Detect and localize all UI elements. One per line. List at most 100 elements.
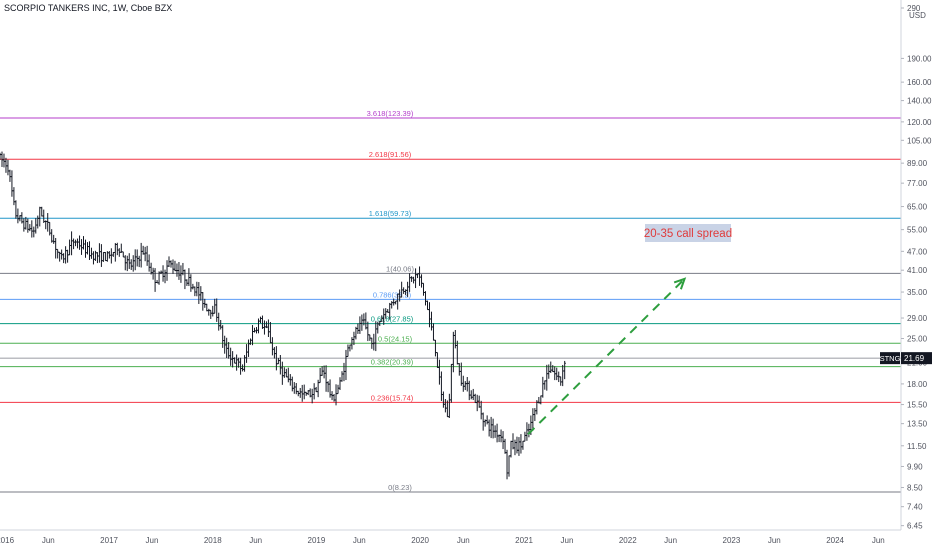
ohlc-bar [340, 371, 344, 382]
x-tick-label: 2021 [515, 536, 533, 545]
ohlc-bar [96, 252, 99, 264]
ohlc-bar [525, 422, 529, 441]
chart-title: SCORPIO TANKERS INC, 1W, Cboe BZX [4, 3, 173, 13]
x-tick-label: Jun [457, 536, 470, 545]
annotation-group[interactable]: 20-35 call spread [644, 224, 732, 242]
ohlc-bar [132, 255, 135, 272]
x-tick-label: Jun [146, 536, 159, 545]
ohlc-bar [462, 375, 465, 392]
ohlc-bar [505, 449, 509, 480]
ohlc-bar [322, 365, 326, 379]
y-tick-label: 190.00 [907, 54, 932, 63]
x-tick-label: Jun [42, 536, 55, 545]
fib-label-0.618: 0.618(27.85) [371, 315, 414, 324]
ohlc-bar [36, 215, 39, 229]
ohlc-bar [84, 239, 87, 258]
ohlc-bar [348, 344, 352, 352]
ohlc-bar [372, 333, 376, 351]
ohlc-bar [259, 316, 262, 324]
ohlc-bar [40, 206, 43, 217]
ohlc-bar [163, 269, 167, 284]
ohlc-bar [442, 391, 445, 408]
projection-line [527, 278, 686, 435]
ohlc-bar [56, 248, 59, 259]
projection-arrow [527, 277, 687, 435]
ohlc-bar [179, 265, 183, 283]
annotation-text: 20-35 call spread [644, 228, 732, 240]
ohlc-bar [326, 381, 330, 393]
ohlc-bar [34, 218, 37, 234]
ohlc-bar [263, 320, 266, 335]
y-tick-label: 35.00 [907, 288, 928, 297]
ohlc-bar [26, 218, 30, 233]
y-tick-label: 89.00 [907, 159, 928, 168]
ohlc-bar [444, 399, 447, 413]
y-tick-label: 290 [907, 4, 921, 13]
y-tick-label: 13.50 [907, 420, 928, 429]
ohlc-bar [185, 279, 189, 286]
ohlc-bar [217, 312, 220, 331]
ohlc-bar [507, 455, 511, 477]
ohlc-bar [293, 382, 296, 394]
ohlc-bar [245, 344, 248, 363]
y-tick-label: 15.50 [907, 401, 928, 410]
ohlc-bar [422, 282, 425, 296]
fib-label-3.618: 3.618(123.39) [367, 109, 414, 118]
ohlc-bar [52, 234, 55, 244]
x-tick-label: 2019 [308, 536, 326, 545]
ohlc-bar [8, 169, 12, 182]
ohlc-bar [285, 368, 288, 378]
ohlc-bar [458, 363, 461, 376]
projection-arrowhead [673, 277, 687, 290]
annotation-box [645, 224, 731, 242]
price-tag-value-bg [901, 352, 932, 365]
ohlc-bar [533, 408, 537, 421]
ohlc-bar [342, 362, 346, 382]
x-tick-label: 2017 [100, 536, 118, 545]
ohlc-bar [261, 315, 264, 329]
fib-label-0.786: 0.786(33.2) [373, 290, 412, 299]
ohlc-bar [374, 321, 377, 352]
ohlc-bar [301, 384, 304, 402]
ohlc-bar [92, 251, 95, 265]
ohlc-bar [267, 319, 270, 337]
ohlc-bar [42, 209, 45, 223]
ohlc-bar [207, 308, 210, 316]
ohlc-bar [460, 362, 463, 386]
x-tick-label: 2018 [204, 536, 222, 545]
ohlc-bar [448, 393, 451, 418]
ohlc-bar [94, 250, 97, 261]
ohlc-bar [32, 226, 36, 238]
ohlc-bar [366, 321, 370, 342]
ohlc-bar [489, 416, 493, 439]
ohlc-bar [287, 367, 290, 383]
ohlc-bar [324, 365, 328, 392]
y-tick-label: 9.90 [907, 462, 923, 471]
ohlc-bar [513, 439, 517, 456]
ohlc-bar [62, 253, 65, 264]
ohlc-bar [295, 383, 298, 395]
ohlc-bar [183, 269, 187, 290]
ohlc-bar [104, 251, 107, 262]
ohlc-bar [515, 436, 519, 454]
ohlc-bar [64, 246, 67, 264]
ohlc-bar [165, 260, 169, 281]
ohlc-bar [541, 376, 545, 398]
ohlc-bar [147, 254, 151, 272]
ohlc-bar [477, 395, 481, 408]
ohlc-bar [495, 423, 499, 443]
ohlc-bar [561, 364, 564, 387]
ohlc-bar [28, 224, 32, 232]
ohlc-bar [134, 249, 137, 271]
ohlc-bar [12, 187, 16, 206]
ohlc-bar [199, 286, 203, 301]
ohlc-bar [102, 252, 105, 262]
ohlc-bar [219, 319, 222, 330]
currency-label: USD [909, 11, 926, 20]
ohlc-bar [78, 235, 81, 250]
ohlc-bar [545, 364, 548, 391]
ohlc-bar [503, 438, 507, 454]
ohlc-bar [209, 309, 212, 319]
ohlc-bar [201, 292, 205, 311]
